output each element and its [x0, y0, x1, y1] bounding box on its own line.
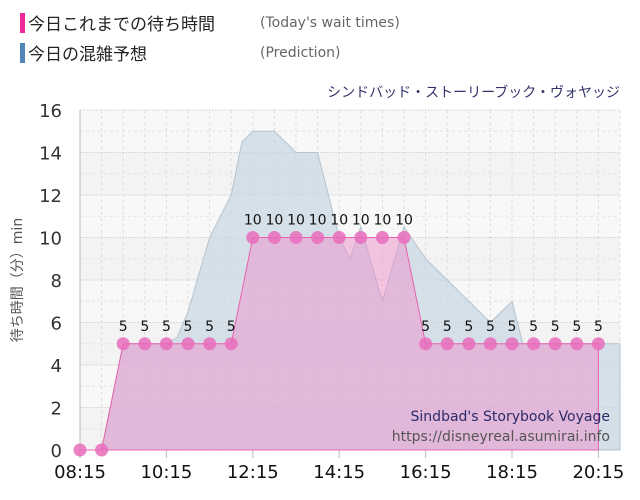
- y-tick-label: 12: [39, 186, 62, 207]
- data-point: [505, 337, 519, 351]
- data-label: 10: [352, 213, 370, 229]
- data-point: [440, 337, 454, 351]
- data-point: [311, 231, 325, 244]
- data-label: 5: [486, 319, 495, 335]
- x-tick-label: 12:15: [227, 462, 279, 483]
- prediction-area: [80, 130, 621, 451]
- data-point: [419, 337, 433, 351]
- y-axis-label: 待ち時間（分）min: [10, 218, 26, 342]
- data-label: 5: [184, 319, 193, 335]
- data-label: 5: [529, 319, 538, 335]
- annotation-url: https://disneyreal.asumirai.info: [392, 429, 610, 445]
- data-label: 5: [205, 319, 214, 335]
- x-tick-label: 16:15: [400, 462, 452, 483]
- data-label: 5: [594, 319, 603, 335]
- x-tick-label: 14:15: [313, 462, 365, 483]
- data-label: 5: [572, 319, 581, 335]
- annotation-ride-name: Sindbad's Storybook Voyage: [411, 409, 610, 425]
- data-point: [527, 337, 541, 351]
- y-tick-label: 2: [51, 399, 62, 420]
- data-point: [159, 337, 173, 351]
- data-point: [591, 337, 605, 351]
- legend-item-today: 今日これまでの待ち時間 (Today's wait times): [20, 10, 400, 35]
- legend-swatch: [20, 12, 25, 33]
- chart-title: シンドバッド・ストーリーブック・ヴォヤッジ: [327, 85, 620, 101]
- data-label: 10: [373, 213, 391, 229]
- data-point: [267, 231, 281, 244]
- data-label: 5: [443, 319, 452, 335]
- data-point: [397, 231, 411, 244]
- data-label: 10: [287, 213, 305, 229]
- legend-swatch: [20, 42, 25, 63]
- data-label: 10: [244, 213, 262, 229]
- data-point: [548, 337, 562, 351]
- data-label: 10: [265, 213, 283, 229]
- data-point: [570, 337, 584, 351]
- legend-item-prediction: 今日の混雑予想 (Prediction): [20, 40, 340, 65]
- legend-label: 今日これまでの待ち時間: [28, 15, 215, 35]
- data-label: 10: [330, 213, 348, 229]
- x-tick-label: 10:15: [140, 462, 192, 483]
- legend-sublabel: (Prediction): [260, 44, 341, 61]
- data-label: 5: [421, 319, 430, 335]
- data-point: [354, 231, 368, 244]
- data-point: [73, 443, 87, 457]
- data-label: 5: [464, 319, 473, 335]
- y-tick-label: 14: [39, 144, 62, 165]
- x-tick-label: 08:15: [54, 462, 106, 483]
- y-tick-label: 4: [51, 356, 62, 377]
- legend-label: 今日の混雑予想: [28, 45, 147, 65]
- y-tick-label: 6: [51, 314, 62, 335]
- data-label: 10: [309, 213, 327, 229]
- data-point: [203, 337, 217, 351]
- data-label: 5: [508, 319, 517, 335]
- y-tick-label: 10: [39, 229, 62, 250]
- x-tick-label: 20:15: [572, 462, 624, 483]
- legend-sublabel: (Today's wait times): [260, 14, 400, 31]
- data-point: [289, 231, 303, 244]
- data-point: [483, 337, 497, 351]
- data-label: 5: [119, 319, 128, 335]
- data-point: [116, 337, 130, 351]
- data-point: [138, 337, 152, 351]
- data-label: 5: [140, 319, 149, 335]
- data-label: 5: [551, 319, 560, 335]
- data-point: [181, 337, 195, 351]
- data-label: 10: [395, 213, 413, 229]
- y-tick-label: 8: [51, 271, 62, 292]
- data-point: [332, 231, 346, 244]
- data-point: [95, 443, 109, 457]
- data-point: [462, 337, 476, 351]
- data-label: 5: [227, 319, 236, 335]
- data-label: 5: [162, 319, 171, 335]
- data-point: [375, 231, 389, 244]
- data-point: [246, 231, 260, 244]
- data-point: [224, 337, 238, 351]
- x-tick-label: 18:15: [486, 462, 538, 483]
- y-tick-label: 0: [51, 441, 62, 462]
- y-tick-label: 16: [39, 101, 62, 122]
